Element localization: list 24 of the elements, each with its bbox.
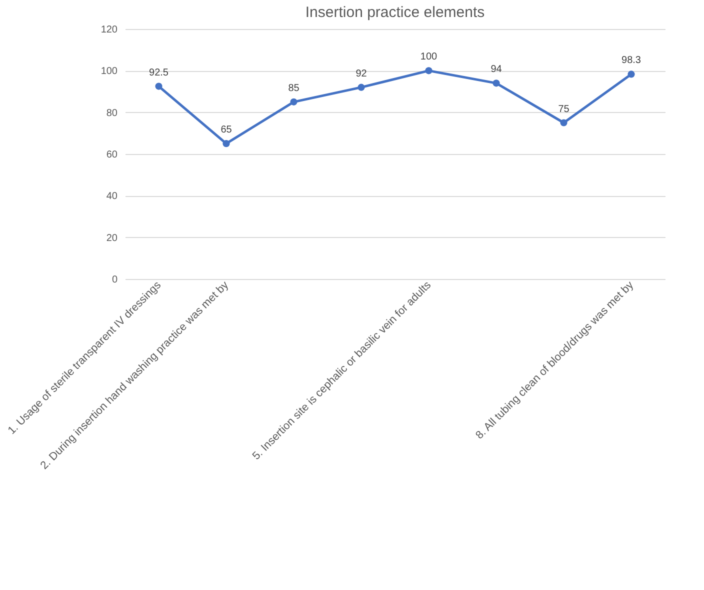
data-label: 85: [288, 82, 300, 94]
y-tick-label: 40: [106, 191, 118, 202]
y-tick-label: 80: [106, 108, 118, 119]
data-label: 94: [490, 64, 502, 76]
point: [155, 82, 162, 90]
point: [290, 98, 298, 106]
y-tick-label: 0: [112, 274, 118, 286]
data-label: 65: [220, 124, 232, 136]
point: [358, 84, 365, 91]
point: [628, 70, 635, 78]
data-label: 92.5: [149, 67, 169, 78]
data-label: 98.3: [622, 55, 642, 66]
y-tick-label: 60: [106, 150, 118, 160]
point: [560, 119, 568, 126]
point: [222, 140, 230, 148]
y-tick-label: 20: [106, 232, 118, 244]
point: [425, 67, 432, 74]
y-tick-label: 100: [100, 66, 118, 78]
chart-title: Insertion practice elements: [305, 4, 485, 21]
data-label: 100: [420, 52, 438, 63]
data-label: 92: [356, 68, 368, 80]
y-tick-label: 120: [100, 24, 118, 36]
data-label: 75: [558, 104, 570, 115]
point: [492, 80, 500, 87]
